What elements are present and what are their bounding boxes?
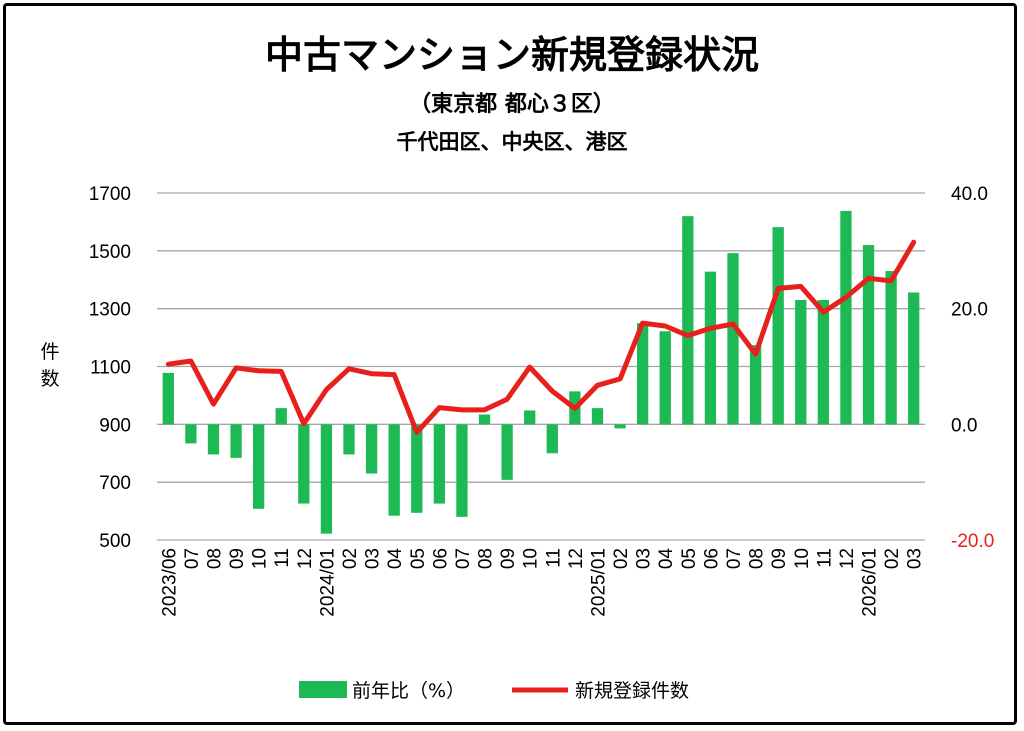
bar — [727, 253, 739, 425]
left-tick-label: 1100 — [90, 358, 131, 379]
chart-title: 中古マンション新規登録状況 — [265, 33, 759, 77]
bar — [253, 424, 265, 509]
bar — [749, 345, 762, 425]
bar — [456, 424, 468, 517]
x-tick-label: 08 — [747, 548, 768, 569]
bar — [478, 414, 491, 425]
left-tick-label: 700 — [99, 473, 131, 494]
bar — [298, 424, 310, 504]
x-tick-label: 10 — [521, 548, 542, 569]
left-tick-label: 500 — [99, 531, 131, 552]
x-tick-label: 04 — [656, 548, 677, 570]
bar — [885, 271, 897, 425]
x-tick-label: 11 — [814, 548, 835, 568]
right-tick-label: 40.0 — [951, 184, 988, 205]
legend-bar-label: 前年比（%） — [352, 680, 465, 702]
x-tick-label: 03 — [634, 548, 655, 569]
chart-subtitle-1: （東京都 都心３区） — [409, 91, 615, 117]
bar — [365, 424, 378, 474]
x-tick-label: 05 — [679, 548, 700, 569]
line-series — [165, 239, 917, 435]
bar — [659, 331, 671, 425]
legend-bar-swatch — [299, 681, 347, 698]
bar — [862, 245, 875, 425]
x-tick-label: 10 — [792, 548, 813, 569]
x-tick-label: 06 — [430, 548, 451, 569]
x-tick-label: 02 — [882, 548, 903, 569]
x-tick-label: 07 — [724, 548, 745, 569]
bar — [275, 408, 287, 425]
x-axis-ticks: 2023/06 07 08 09 10 11 12 2024/01 02 03 04 05 06 07 08… — [159, 548, 925, 617]
x-tick-label: 11 — [272, 548, 293, 568]
x-tick-label: 08 — [204, 548, 225, 569]
x-tick-label: 03 — [363, 548, 384, 569]
x-tick-label: 02 — [340, 548, 361, 569]
right-tick-label: -20.0 — [951, 531, 994, 552]
bar — [682, 216, 694, 425]
y-axis-label-2: 数 — [40, 368, 59, 390]
x-tick-label: 2026/01 — [860, 548, 881, 617]
bar — [908, 292, 920, 425]
bar — [614, 424, 626, 429]
x-tick-label: 11 — [543, 548, 564, 568]
x-tick-label: 2024/01 — [317, 548, 338, 617]
bar — [411, 424, 423, 513]
bar — [637, 323, 649, 425]
left-tick-label: 1300 — [89, 300, 131, 321]
right-axis-ticks: 40.0 20.0 0.0 -20.0 — [951, 184, 994, 552]
x-tick-label: 09 — [769, 548, 790, 569]
bar — [185, 424, 197, 444]
x-tick-label: 09 — [227, 548, 248, 569]
x-tick-label: 2025/01 — [588, 548, 609, 617]
bar — [320, 424, 333, 534]
left-axis-ticks: 1700 1500 1300 1100 900 700 500 — [89, 184, 131, 552]
bar — [591, 408, 604, 425]
bar — [230, 424, 242, 458]
x-tick-label: 08 — [476, 548, 497, 569]
legend: 前年比（%） 新規登録件数 — [299, 680, 689, 702]
x-tick-label: 06 — [701, 548, 722, 569]
x-tick-label: 09 — [498, 548, 519, 569]
bar — [501, 424, 513, 480]
bar — [840, 210, 852, 425]
chart-subtitle-2: 千代田区、中央区、港区 — [397, 130, 628, 154]
bar — [343, 424, 355, 455]
bar — [162, 372, 174, 425]
bar — [433, 424, 445, 504]
right-tick-label: 20.0 — [951, 300, 988, 321]
bar — [817, 299, 829, 425]
bar — [704, 271, 717, 425]
x-tick-label: 12 — [295, 548, 316, 569]
x-tick-label: 10 — [250, 548, 271, 569]
x-tick-label: 02 — [611, 548, 632, 569]
x-tick-label: 07 — [453, 548, 474, 569]
bar — [524, 410, 536, 425]
gridlines — [157, 192, 925, 541]
bar — [795, 299, 807, 425]
x-tick-label: 12 — [837, 548, 858, 569]
bar — [772, 227, 784, 425]
legend-line-label: 新規登録件数 — [575, 680, 689, 702]
y-axis-label-1: 件 — [40, 341, 59, 363]
x-tick-label: 12 — [566, 548, 587, 569]
right-tick-label: 0.0 — [951, 415, 977, 436]
bar — [546, 424, 558, 454]
x-tick-label: 2023/06 — [159, 548, 180, 617]
left-tick-label: 1500 — [89, 242, 131, 263]
line-path — [165, 239, 917, 435]
bar — [388, 424, 400, 516]
x-tick-label: 04 — [385, 548, 406, 570]
x-tick-label: 03 — [905, 548, 926, 569]
bar — [207, 424, 220, 455]
left-tick-label: 900 — [99, 415, 131, 436]
left-tick-label: 1700 — [89, 184, 131, 205]
x-tick-label: 05 — [408, 548, 429, 569]
x-tick-label: 07 — [182, 548, 203, 569]
